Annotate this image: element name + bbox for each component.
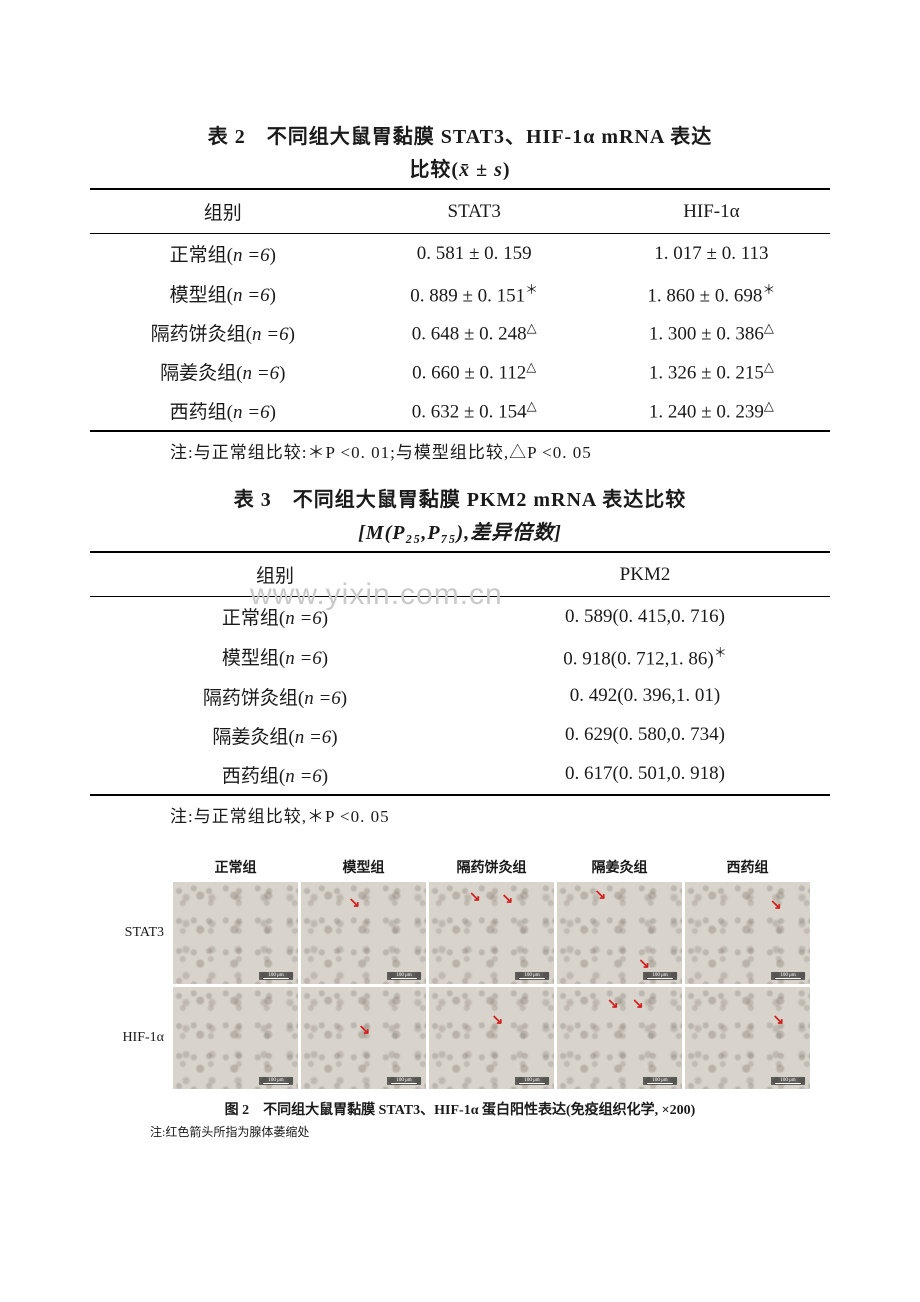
microscopy-panel: ↘ 100 μm <box>685 882 810 984</box>
table-2-grid: 组别 STAT3 HIF-1α 正常组(n =6)0. 581 ± 0. 159… <box>90 188 830 432</box>
t2-h-c1: STAT3 <box>356 189 593 234</box>
table-3-grid: 组别 PKM2 正常组(n =6)0. 589(0. 415,0. 716)模型… <box>90 551 830 795</box>
scale-bar: 100 μm <box>515 972 549 980</box>
table-2: 表 2 不同组大鼠胃黏膜 STAT3、HIF-1α mRNA 表达 比较(x̄ … <box>90 120 830 463</box>
t2-sub-post: ) <box>503 159 511 181</box>
figure-row-label: STAT3 <box>110 925 170 941</box>
t3-h-c1: PKM2 <box>460 552 830 597</box>
scale-bar: 100 μm <box>643 1077 677 1085</box>
scale-bar: 100 μm <box>771 1077 805 1085</box>
group-cell: 西药组(n =6) <box>90 755 460 795</box>
red-arrow-icon: ↘ <box>770 902 778 910</box>
stat3-cell: 0. 889 ± 0. 151＊ <box>356 273 593 313</box>
t2-sub-expr: x̄ ± s <box>459 159 503 181</box>
red-arrow-icon: ↘ <box>632 1001 640 1009</box>
figure-2: 正常组模型组隔药饼灸组隔姜灸组西药组 STAT3 100 μm ↘ 100 μm ↘ ↘ 10… <box>90 855 830 1140</box>
table-3-subtitle: [M(P₂₅,P₇₅),差异倍数] <box>90 516 830 545</box>
hif1a-cell: 1. 326 ± 0. 215△ <box>593 352 830 391</box>
stat3-cell: 0. 660 ± 0. 112△ <box>356 352 593 391</box>
scale-bar: 100 μm <box>259 972 293 980</box>
stat3-cell: 0. 581 ± 0. 159 <box>356 234 593 274</box>
figure-2-caption: 图 2 不同组大鼠胃黏膜 STAT3、HIF-1α 蛋白阳性表达(免疫组织化学,… <box>100 1099 820 1119</box>
pkm2-cell: 0. 492(0. 396,1. 01) <box>460 677 830 716</box>
red-arrow-icon: ↘ <box>502 896 510 904</box>
group-cell: 正常组(n =6) <box>90 597 460 637</box>
figure-col-header: 模型组 <box>301 857 426 877</box>
microscopy-panel: 100 μm <box>173 987 298 1089</box>
pkm2-cell: 0. 617(0. 501,0. 918) <box>460 755 830 795</box>
table-3: 表 3 不同组大鼠胃黏膜 PKM2 mRNA 表达比较 [M(P₂₅,P₇₅),… <box>90 483 830 826</box>
t3-sub: [M(P₂₅,P₇₅),差异倍数] <box>358 522 562 544</box>
red-arrow-icon: ↘ <box>773 1017 781 1025</box>
figure-col-header: 西药组 <box>685 857 810 877</box>
scale-bar: 100 μm <box>771 972 805 980</box>
hif1a-cell: 1. 860 ± 0. 698＊ <box>593 273 830 313</box>
figure-col-header: 隔药饼灸组 <box>429 857 554 877</box>
table-3-note: 注:与正常组比较,＊P <0. 05 <box>90 802 830 827</box>
table-3-title: 表 3 不同组大鼠胃黏膜 PKM2 mRNA 表达比较 <box>90 483 830 512</box>
group-cell: 隔姜灸组(n =6) <box>90 352 356 391</box>
figure-2-note: 注:红色箭头所指为腺体萎缩处 <box>100 1123 820 1140</box>
red-arrow-icon: ↘ <box>349 900 357 908</box>
table-row: 正常组(n =6)0. 589(0. 415,0. 716) <box>90 597 830 637</box>
group-cell: 隔药饼灸组(n =6) <box>90 677 460 716</box>
group-cell: 模型组(n =6) <box>90 636 460 676</box>
group-cell: 西药组(n =6) <box>90 391 356 431</box>
scale-bar: 100 μm <box>259 1077 293 1085</box>
t2-h-c2: HIF-1α <box>593 189 830 234</box>
group-cell: 正常组(n =6) <box>90 234 356 274</box>
hif1a-cell: 1. 017 ± 0. 113 <box>593 234 830 274</box>
t2-sub-pre: 比较( <box>409 159 459 181</box>
microscopy-panel: ↘ 100 μm <box>685 987 810 1089</box>
table-row: 模型组(n =6)0. 918(0. 712,1. 86)＊ <box>90 636 830 676</box>
scale-bar: 100 μm <box>643 972 677 980</box>
microscopy-panel: ↘ 100 μm <box>301 987 426 1089</box>
scale-bar: 100 μm <box>515 1077 549 1085</box>
table-row: 隔药饼灸组(n =6)0. 492(0. 396,1. 01) <box>90 677 830 716</box>
table-row: 隔姜灸组(n =6)0. 660 ± 0. 112△1. 326 ± 0. 21… <box>90 352 830 391</box>
figure-col-header: 隔姜灸组 <box>557 857 682 877</box>
table-row: 隔姜灸组(n =6)0. 629(0. 580,0. 734) <box>90 716 830 755</box>
pkm2-cell: 0. 629(0. 580,0. 734) <box>460 716 830 755</box>
pkm2-cell: 0. 918(0. 712,1. 86)＊ <box>460 636 830 676</box>
table-row: 正常组(n =6)0. 581 ± 0. 1591. 017 ± 0. 113 <box>90 234 830 274</box>
t3-h-group: 组别 <box>90 552 460 597</box>
microscopy-panel: ↘ 100 μm <box>429 987 554 1089</box>
scale-bar: 100 μm <box>387 972 421 980</box>
microscopy-panel: 100 μm <box>173 882 298 984</box>
microscopy-panel: ↘ 100 μm <box>301 882 426 984</box>
table-row: 西药组(n =6)0. 617(0. 501,0. 918) <box>90 755 830 795</box>
figure-row-label: HIF-1α <box>110 1030 170 1046</box>
red-arrow-icon: ↘ <box>492 1017 500 1025</box>
group-cell: 隔药饼灸组(n =6) <box>90 313 356 352</box>
red-arrow-icon: ↘ <box>638 961 646 969</box>
group-cell: 隔姜灸组(n =6) <box>90 716 460 755</box>
table-row: 西药组(n =6)0. 632 ± 0. 154△1. 240 ± 0. 239… <box>90 391 830 431</box>
hif1a-cell: 1. 240 ± 0. 239△ <box>593 391 830 431</box>
red-arrow-icon: ↘ <box>359 1027 367 1035</box>
red-arrow-icon: ↘ <box>469 894 477 902</box>
red-arrow-icon: ↘ <box>595 892 603 900</box>
table-row: 隔药饼灸组(n =6)0. 648 ± 0. 248△1. 300 ± 0. 3… <box>90 313 830 352</box>
stat3-cell: 0. 648 ± 0. 248△ <box>356 313 593 352</box>
pkm2-cell: 0. 589(0. 415,0. 716) <box>460 597 830 637</box>
table-2-note: 注:与正常组比较:＊P <0. 01;与模型组比较,△P <0. 05 <box>90 438 830 463</box>
table-row: 模型组(n =6)0. 889 ± 0. 151＊1. 860 ± 0. 698… <box>90 273 830 313</box>
microscopy-panel: ↘ ↘ 100 μm <box>557 987 682 1089</box>
figure-2-grid: 正常组模型组隔药饼灸组隔姜灸组西药组 STAT3 100 μm ↘ 100 μm ↘ ↘ 10… <box>110 855 810 1089</box>
red-arrow-icon: ↘ <box>607 1001 615 1009</box>
table-2-title: 表 2 不同组大鼠胃黏膜 STAT3、HIF-1α mRNA 表达 <box>90 120 830 149</box>
t2-h-group: 组别 <box>90 189 356 234</box>
table-2-subtitle: 比较(x̄ ± s) <box>90 153 830 182</box>
microscopy-panel: ↘ ↘ 100 μm <box>429 882 554 984</box>
stat3-cell: 0. 632 ± 0. 154△ <box>356 391 593 431</box>
group-cell: 模型组(n =6) <box>90 273 356 313</box>
scale-bar: 100 μm <box>387 1077 421 1085</box>
hif1a-cell: 1. 300 ± 0. 386△ <box>593 313 830 352</box>
microscopy-panel: ↘ ↘ 100 μm <box>557 882 682 984</box>
figure-col-header: 正常组 <box>173 857 298 877</box>
